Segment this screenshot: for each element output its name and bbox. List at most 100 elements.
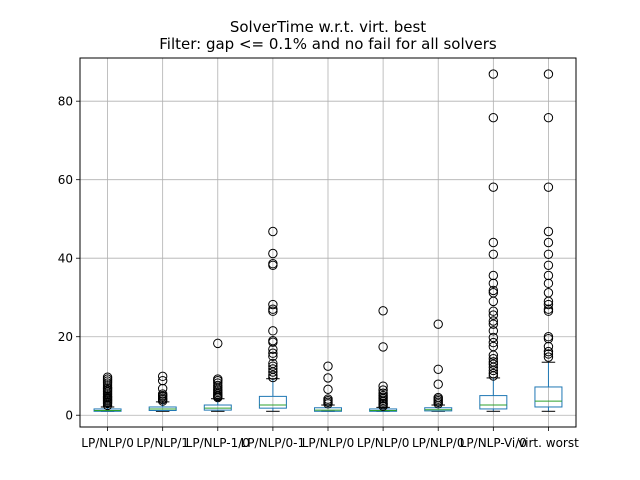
x-tick-label: virt. worst — [518, 436, 579, 450]
flier-point — [488, 319, 499, 329]
flier-point — [488, 69, 499, 79]
flier-point — [543, 249, 554, 259]
flier-point — [378, 388, 388, 398]
flier-point — [488, 285, 499, 296]
y-tick-label: 0 — [65, 409, 73, 423]
flier-point — [157, 371, 168, 382]
flier-point — [378, 306, 388, 316]
x-tick-label: LP/NLP/0 — [81, 436, 134, 450]
box-rect — [203, 404, 232, 411]
box-2 — [148, 371, 177, 412]
box-9 — [534, 69, 563, 412]
flier-point — [268, 370, 278, 380]
flier-point — [323, 373, 333, 383]
flier-point — [488, 310, 499, 320]
flier-point — [213, 378, 223, 388]
flier-point — [323, 384, 333, 395]
flier-point — [543, 352, 554, 362]
flier-point — [543, 346, 554, 357]
x-axis: LP/NLP/0 LP/NLP/1LP/NLP-1/0LP/NLP/0-1LP/N… — [81, 427, 579, 450]
box-7 — [424, 319, 453, 412]
flier-point — [488, 288, 499, 298]
flier-point — [488, 270, 499, 281]
flier-point — [543, 260, 554, 270]
flier-point — [433, 319, 443, 329]
flier-point — [268, 335, 278, 346]
flier-point — [268, 364, 278, 374]
flier-point — [488, 368, 499, 379]
y-tick-label: 20 — [58, 330, 73, 344]
flier-point — [543, 112, 554, 123]
flier-point — [488, 316, 499, 326]
flier-point — [268, 258, 278, 269]
flier-point — [543, 69, 554, 79]
flier-point — [157, 389, 168, 399]
flier-point — [488, 359, 499, 369]
x-tick-label: LP/NLP-Vi/0 — [460, 436, 527, 450]
flier-point — [488, 249, 499, 259]
flier-point — [543, 237, 554, 248]
flier-point — [488, 353, 499, 364]
flier-point — [157, 375, 168, 386]
y-tick-label: 60 — [58, 173, 73, 187]
flier-point — [213, 374, 223, 384]
flier-point — [433, 392, 443, 403]
flier-point — [323, 361, 333, 371]
flier-point — [488, 357, 499, 367]
flier-point — [488, 112, 499, 123]
flier-point — [102, 372, 113, 382]
flier-point — [268, 304, 278, 314]
flier-point — [213, 380, 223, 391]
flier-point — [378, 342, 388, 352]
box-rect — [479, 395, 508, 410]
flier-point — [433, 364, 443, 374]
flier-point — [488, 341, 499, 352]
box-4 — [258, 226, 287, 412]
box-series — [93, 69, 563, 412]
flier-point — [543, 288, 554, 298]
flier-point — [543, 349, 554, 359]
flier-point — [268, 351, 278, 362]
box-6 — [369, 306, 398, 412]
chart-title-line-2: Filter: gap <= 0.1% and no fail for all … — [159, 35, 497, 53]
flier-point — [268, 299, 278, 310]
box-5 — [314, 361, 342, 412]
flier-point — [157, 383, 168, 394]
flier-point — [543, 332, 554, 342]
flier-point — [488, 306, 499, 316]
y-axis: 0 20 40 60 80 — [58, 95, 80, 423]
chart-title-line-1: SolverTime w.r.t. virt. best — [230, 18, 426, 36]
flier-point — [268, 348, 278, 358]
box-rect — [258, 395, 287, 409]
flier-point — [543, 299, 554, 310]
flier-point — [378, 390, 388, 401]
flier-point — [268, 361, 278, 371]
x-tick-label: LP/NLP/0-1 — [241, 436, 306, 450]
flier-point — [488, 337, 499, 348]
flier-point — [488, 278, 499, 289]
box-3 — [203, 338, 232, 412]
flier-point — [378, 385, 388, 395]
flier-point — [543, 226, 554, 237]
box-8 — [479, 69, 508, 412]
x-tick-label: LP/NLP-1/0 — [186, 436, 250, 450]
flier-point — [543, 182, 554, 192]
flier-point — [543, 304, 554, 314]
flier-point — [543, 341, 554, 352]
x-tick-label: LP/NLP/0 — [357, 436, 410, 450]
flier-point — [323, 394, 333, 404]
flier-point — [543, 270, 554, 281]
x-tick-label: LP/NLP/1 — [136, 436, 189, 450]
y-tick-label: 40 — [58, 252, 73, 266]
flier-point — [488, 326, 499, 336]
x-tick-label: LP/NLP/0 — [412, 436, 465, 450]
flier-point — [268, 248, 278, 259]
x-tick-label: LP/NLP/0 — [302, 436, 355, 450]
box-1 — [93, 372, 122, 412]
flier-point — [378, 381, 388, 391]
flier-point — [268, 226, 278, 237]
flier-point — [543, 278, 554, 289]
y-tick-label: 80 — [58, 95, 73, 109]
flier-point — [268, 326, 278, 336]
